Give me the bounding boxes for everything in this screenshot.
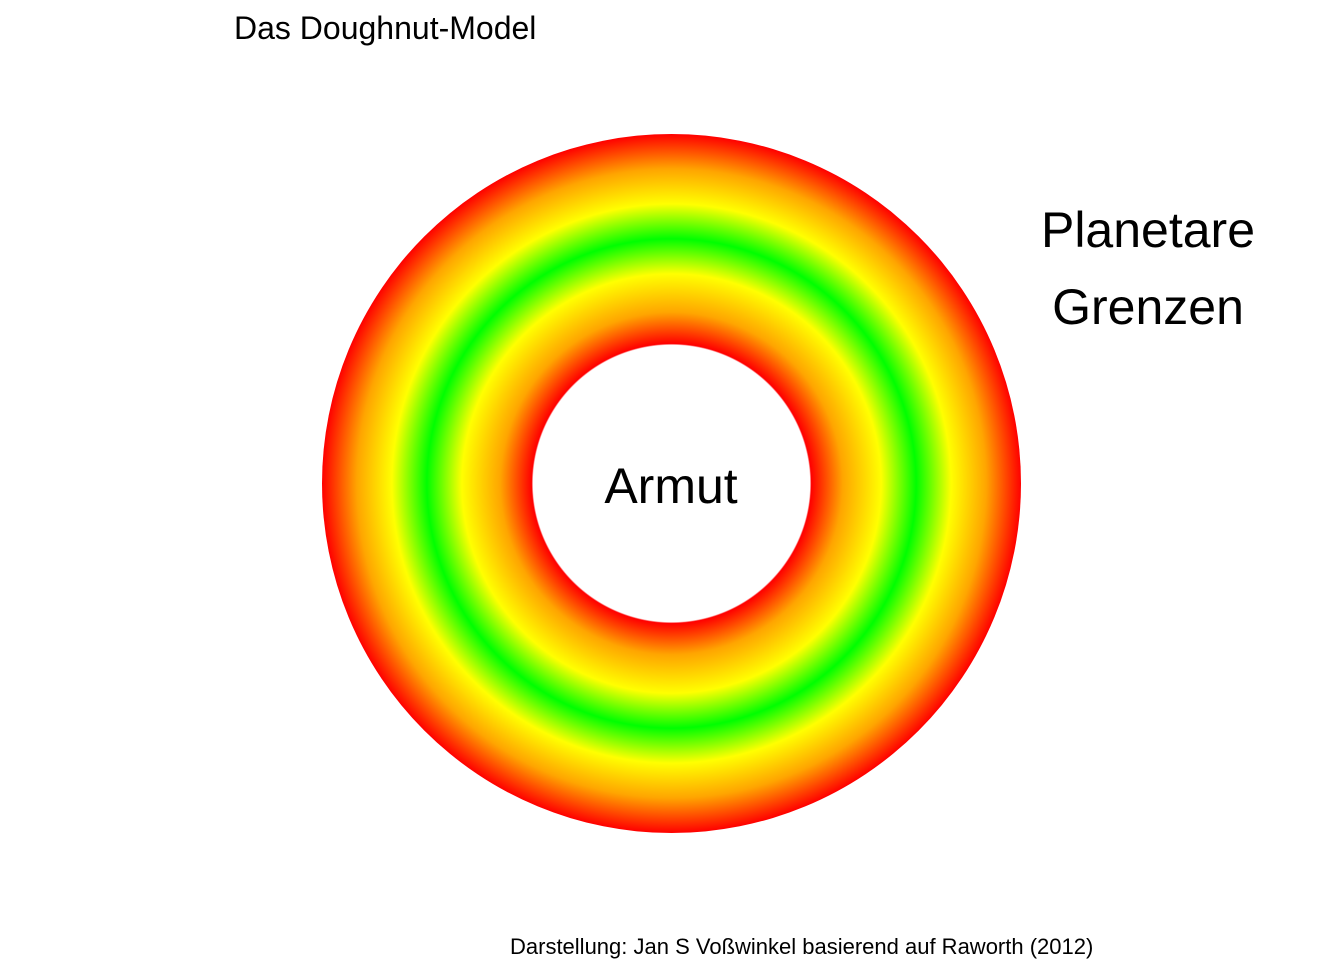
source-caption: Darstellung: Jan S Voßwinkel basierend a… — [510, 934, 1094, 959]
outer-label-line-1: Planetare — [1040, 202, 1256, 258]
outer-label: Planetare Grenzen — [1041, 192, 1255, 346]
center-label: Armut — [604, 458, 738, 514]
doughnut-ring — [322, 134, 1021, 833]
diagram-title: Das Doughnut-Model — [234, 10, 537, 46]
outer-label-line-2: Grenzen — [1052, 279, 1244, 335]
